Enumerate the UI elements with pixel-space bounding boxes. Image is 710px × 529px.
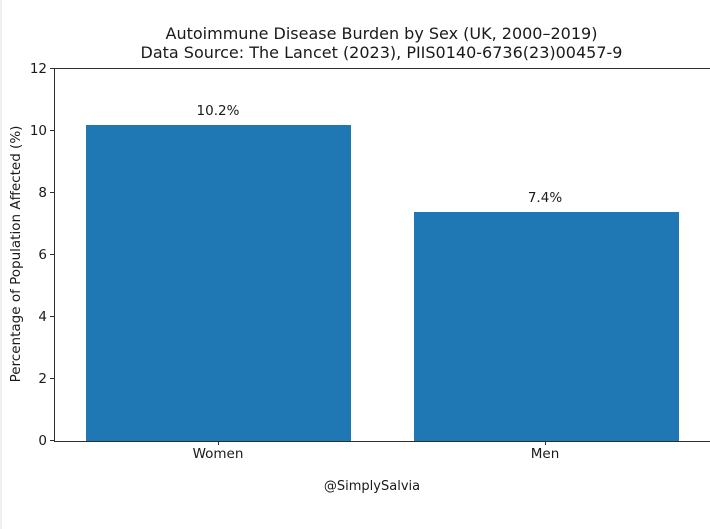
x-tick-label-women: Women xyxy=(192,446,244,462)
y-tick-label: 8 xyxy=(38,184,47,201)
y-tick-label: 0 xyxy=(38,432,47,449)
bar-value-label-men: 7.4% xyxy=(527,190,563,206)
chart-title: Autoimmune Disease Burden by Sex (UK, 20… xyxy=(54,24,709,62)
x-tick-mark xyxy=(218,441,219,445)
y-tick-label: 12 xyxy=(29,60,47,77)
chart-title-line1: Autoimmune Disease Burden by Sex (UK, 20… xyxy=(165,24,598,43)
plot-area xyxy=(54,68,710,442)
x-tick-mark xyxy=(545,441,546,445)
y-tick-mark xyxy=(50,254,54,255)
footer-handle: @SimplySalvia xyxy=(323,479,421,494)
y-tick-label: 6 xyxy=(38,246,47,263)
y-tick-mark xyxy=(50,130,54,131)
y-tick-mark xyxy=(50,192,54,193)
y-tick-label: 2 xyxy=(38,370,47,387)
x-tick-label-men: Men xyxy=(530,446,560,462)
bar-value-label-women: 10.2% xyxy=(196,103,240,119)
y-tick-mark xyxy=(50,316,54,317)
bar-women xyxy=(86,125,351,441)
chart-title-line2: Data Source: The Lancet (2023), PIIS0140… xyxy=(140,43,623,62)
y-tick-label: 10 xyxy=(29,122,47,139)
y-tick-label: 4 xyxy=(38,308,47,325)
y-tick-mark xyxy=(50,378,54,379)
y-tick-mark xyxy=(50,68,54,69)
y-tick-mark xyxy=(50,440,54,441)
bar-men xyxy=(414,212,679,441)
